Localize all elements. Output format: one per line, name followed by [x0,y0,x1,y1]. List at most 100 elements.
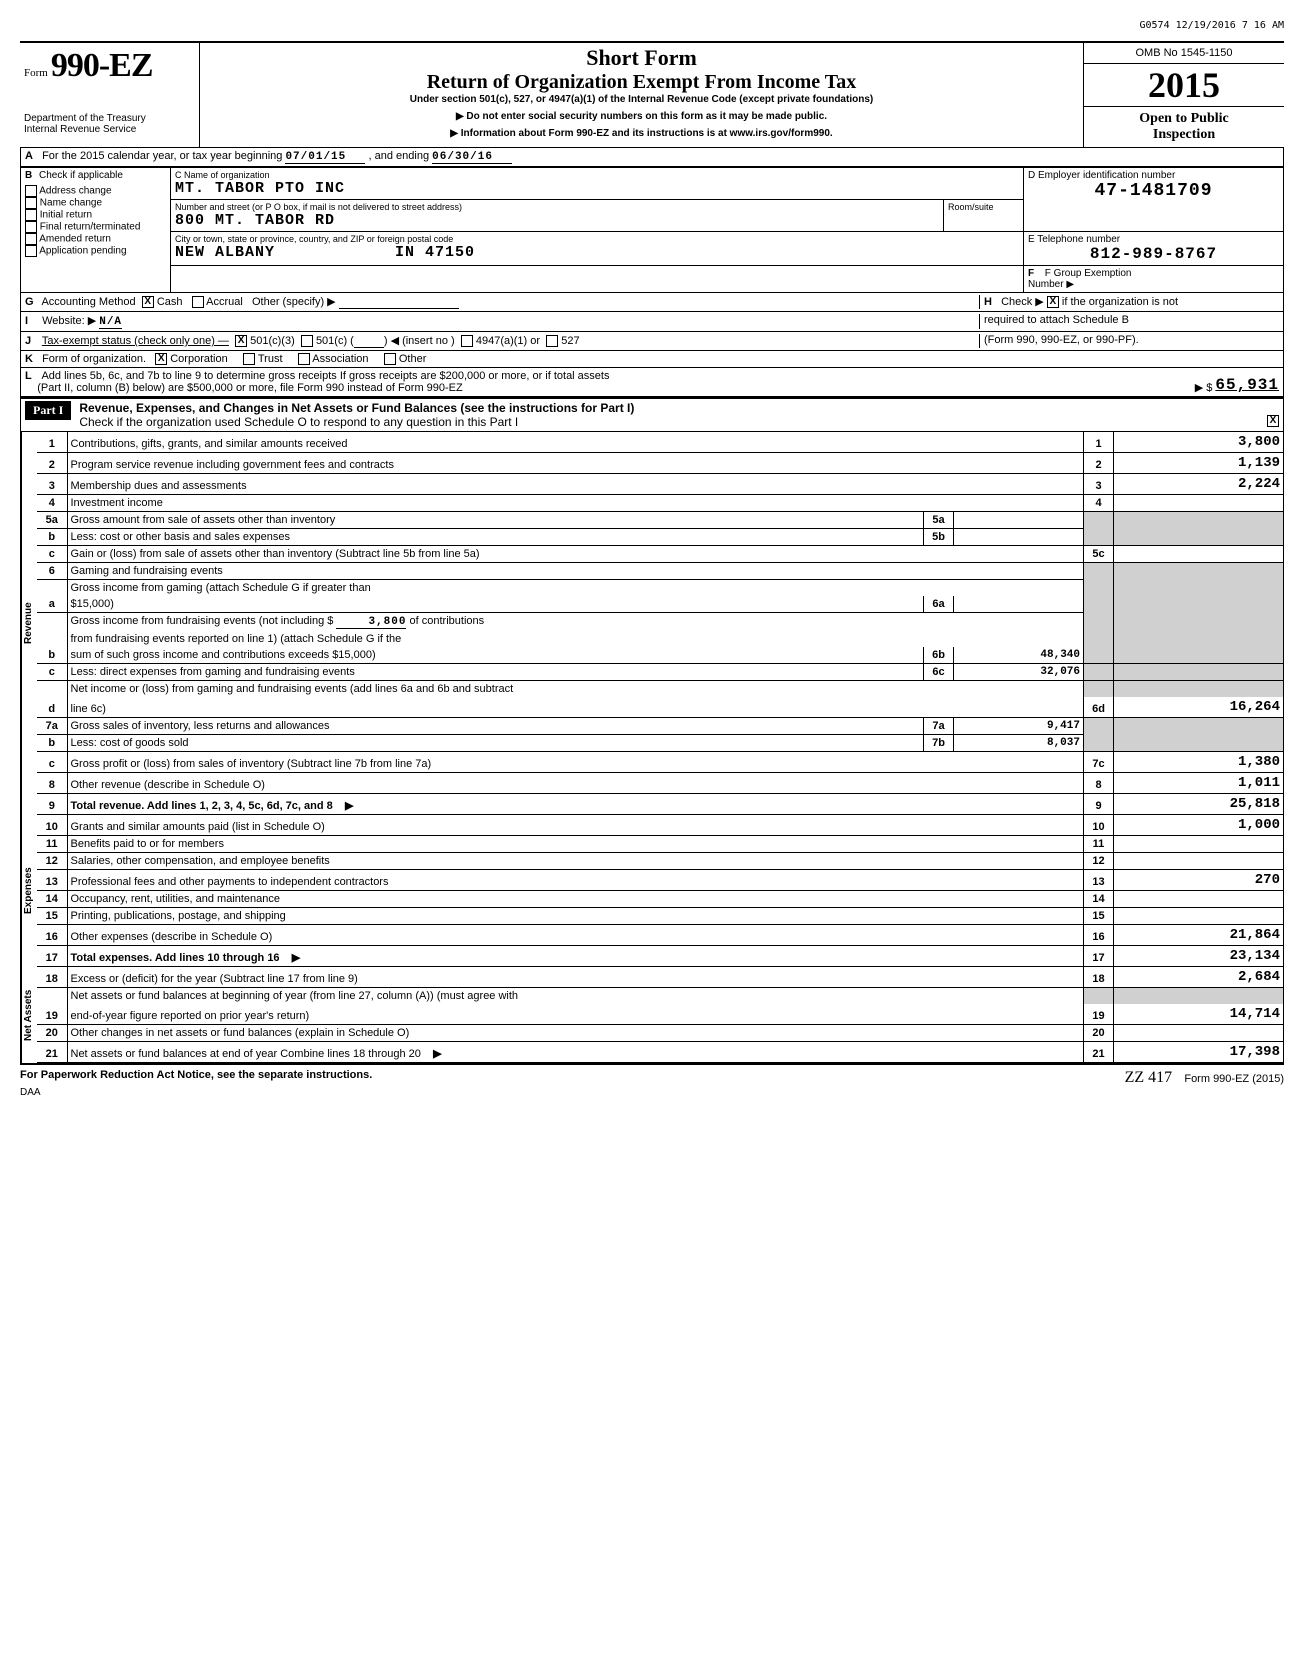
check-association[interactable] [298,353,310,365]
line-7b-sublabel: 7b [924,735,954,752]
line-l-arrow: ▶ $ [1195,381,1213,394]
line-11-desc: Benefits paid to or for members [67,836,1084,853]
street-label: Number and street (or P O box, if mail i… [175,202,462,212]
room-label: Room/suite [948,202,1019,212]
line-3-amt: 2,224 [1114,474,1284,495]
line-6b-sublabel: 6b [924,647,954,664]
check-address-change[interactable] [25,185,37,197]
tax-year-begin: 07/01/15 [285,151,365,164]
expenses-section: Expenses 10Grants and similar amounts pa… [20,815,1284,967]
line-10-desc: Grants and similar amounts paid (list in… [67,815,1084,836]
line-6a-subval [954,596,1084,613]
gross-receipts-value: 65,931 [1215,376,1279,394]
line-6a-desc2: $15,000) [67,596,924,613]
irs-label: Internal Revenue Service [24,124,195,135]
line-7c-desc: Gross profit or (loss) from sales of inv… [67,752,1084,773]
line-15-desc: Printing, publications, postage, and shi… [67,908,1084,925]
h-text4: (Form 990, 990-EZ, or 990-PF). [984,334,1139,346]
line-12-desc: Salaries, other compensation, and employ… [67,853,1084,870]
line-8-amt: 1,011 [1114,773,1284,794]
phone-label: E Telephone number [1028,234,1279,245]
org-name-label: C Name of organization [175,170,1019,180]
check-501c[interactable] [301,335,313,347]
form-of-org-label: Form of organization. [42,353,146,365]
line-4-amt [1114,495,1284,512]
h-check-label: Check ▶ [1001,296,1044,308]
line-7b-desc: Less: cost of goods sold [67,735,924,752]
net-assets-section: Net Assets 18Excess or (deficit) for the… [20,967,1284,1065]
line-a-prefix: For the 2015 calendar year, or tax year … [42,150,282,162]
opt-trust: Trust [258,353,283,365]
line-19-desc1: Net assets or fund balances at beginning… [67,988,1084,1005]
check-final-return[interactable] [25,221,37,233]
line-16-desc: Other expenses (describe in Schedule O) [67,925,1084,946]
opt-501c-suffix: ) ◀ (insert no ) [384,335,455,347]
line-7c-amt: 1,380 [1114,752,1284,773]
opt-accrual: Accrual [206,296,243,308]
line-6b-desc1: Gross income from fundraising events (no… [71,615,334,627]
line-18-desc: Excess or (deficit) for the year (Subtra… [67,967,1084,988]
check-other-org[interactable] [384,353,396,365]
net-assets-side-label: Net Assets [21,967,37,1063]
org-state-zip: IN 47150 [395,244,475,261]
line-19-desc2: end-of-year figure reported on prior yea… [67,1004,1084,1025]
line-7b-subval: 8,037 [954,735,1084,752]
h-text2: if the organization is not [1062,296,1178,308]
form-subtitle: Under section 501(c), 527, or 4947(a)(1)… [204,94,1079,105]
opt-name-change: Name change [40,198,102,209]
line-6a-desc1: Gross income from gaming (attach Schedul… [67,580,1084,597]
line-5c-amt [1114,546,1284,563]
open-to-public: Open to Public [1088,111,1280,127]
opt-other-specify: Other (specify) ▶ [252,296,336,308]
line-6c-subval: 32,076 [954,664,1084,681]
check-schedule-o[interactable]: X [1267,415,1279,427]
line-15-amt [1114,908,1284,925]
line-7a-desc: Gross sales of inventory, less returns a… [67,718,924,735]
line-20-amt [1114,1025,1284,1042]
website-label: Website: ▶ [42,315,96,327]
part1-label: Part I [25,401,71,420]
part1-title: Revenue, Expenses, and Changes in Net As… [79,401,634,415]
line-5b-desc: Less: cost or other basis and sales expe… [67,529,924,546]
group-exemption-label: F Group Exemption [1045,268,1132,279]
check-527[interactable] [546,335,558,347]
line-a-mid: , and ending [369,150,430,162]
h-text3: required to attach Schedule B [984,314,1129,326]
dept-treasury: Department of the Treasury [24,113,195,124]
opt-association: Association [312,353,368,365]
form-title: Return of Organization Exempt From Incom… [204,71,1079,94]
line-5a-desc: Gross amount from sale of assets other t… [67,512,924,529]
opt-527: 527 [561,335,579,347]
check-corporation[interactable]: X [155,353,167,365]
line-6-desc: Gaming and fundraising events [67,563,1084,580]
check-initial-return[interactable] [25,209,37,221]
check-cash[interactable]: X [142,296,154,308]
form-number: 990-EZ [51,47,153,84]
line-5c-desc: Gain or (loss) from sale of assets other… [67,546,1084,563]
check-501c3[interactable]: X [235,335,247,347]
check-trust[interactable] [243,353,255,365]
line-11-amt [1114,836,1284,853]
line-6b-desc3: sum of such gross income and contributio… [67,647,924,664]
scan-timestamp: G0574 12/19/2016 7 16 AM [20,20,1284,31]
opt-pending: Application pending [39,246,126,257]
check-pending[interactable] [25,245,37,257]
opt-final-return: Final return/terminated [40,222,141,233]
line-6a-sublabel: 6a [924,596,954,613]
check-accrual[interactable] [192,296,204,308]
check-amended[interactable] [25,233,37,245]
check-schedule-b[interactable]: X [1047,296,1059,308]
note-ssn: ▶ Do not enter social security numbers o… [204,111,1079,122]
line-1-desc: Contributions, gifts, grants, and simila… [67,432,1084,453]
line-14-amt [1114,891,1284,908]
check-name-change[interactable] [25,197,37,209]
note-info: ▶ Information about Form 990-EZ and its … [204,128,1079,139]
check-4947[interactable] [461,335,473,347]
inspection-label: Inspection [1088,127,1280,143]
line-21-amt: 17,398 [1114,1042,1284,1063]
line-5a-sublabel: 5a [924,512,954,529]
org-street: 800 MT. TABOR RD [175,212,939,229]
line-6c-desc: Less: direct expenses from gaming and fu… [67,664,924,681]
line-21-desc: Net assets or fund balances at end of ye… [71,1048,421,1060]
line-16-amt: 21,864 [1114,925,1284,946]
